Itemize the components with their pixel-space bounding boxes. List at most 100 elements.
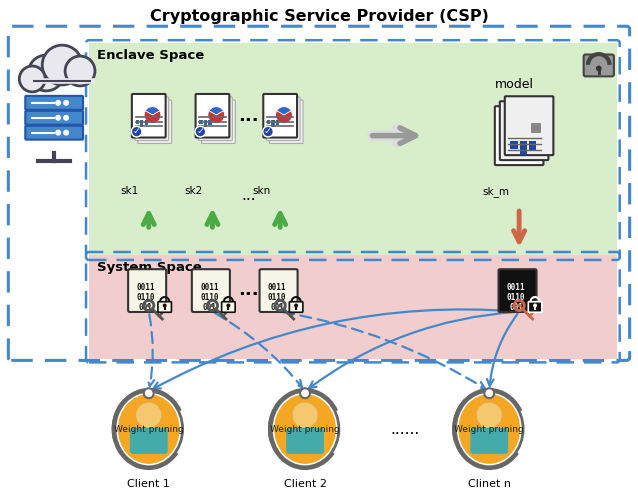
FancyBboxPatch shape — [26, 125, 83, 140]
Circle shape — [278, 303, 282, 307]
Bar — [140, 119, 144, 127]
Text: ...: ... — [238, 107, 258, 125]
Text: System Space: System Space — [97, 261, 202, 274]
FancyBboxPatch shape — [289, 302, 303, 312]
Circle shape — [28, 55, 64, 91]
FancyBboxPatch shape — [158, 302, 172, 312]
Wedge shape — [145, 107, 160, 115]
Text: 0011: 0011 — [137, 283, 155, 292]
FancyBboxPatch shape — [130, 428, 168, 454]
Circle shape — [55, 100, 61, 106]
Bar — [199, 119, 203, 124]
FancyBboxPatch shape — [135, 97, 168, 141]
Circle shape — [294, 303, 298, 307]
Text: Client 2: Client 2 — [283, 479, 327, 489]
Text: sk_m: sk_m — [482, 186, 509, 197]
Bar — [510, 141, 517, 149]
Text: skn: skn — [252, 186, 271, 197]
FancyBboxPatch shape — [128, 269, 166, 312]
Ellipse shape — [456, 391, 523, 467]
Bar — [529, 141, 536, 151]
Circle shape — [42, 45, 82, 85]
Circle shape — [484, 388, 494, 398]
FancyBboxPatch shape — [260, 269, 297, 312]
FancyBboxPatch shape — [202, 100, 235, 144]
Text: ......: ...... — [390, 421, 419, 436]
Ellipse shape — [271, 391, 339, 467]
Text: model: model — [494, 78, 533, 91]
FancyBboxPatch shape — [495, 106, 544, 165]
Wedge shape — [277, 107, 291, 115]
Text: 001: 001 — [202, 303, 216, 312]
Ellipse shape — [274, 394, 336, 464]
Bar — [208, 119, 212, 125]
Bar — [519, 141, 527, 155]
Circle shape — [63, 115, 69, 121]
Wedge shape — [208, 111, 225, 123]
Circle shape — [211, 303, 214, 307]
Text: ✓: ✓ — [133, 127, 140, 136]
Circle shape — [131, 127, 142, 137]
Text: Weight pruning: Weight pruning — [454, 424, 524, 433]
Text: 0110: 0110 — [268, 293, 286, 302]
Circle shape — [19, 66, 45, 92]
Circle shape — [263, 127, 273, 137]
FancyBboxPatch shape — [89, 43, 617, 257]
Wedge shape — [276, 111, 292, 123]
Text: ✓: ✓ — [264, 127, 272, 136]
Circle shape — [533, 303, 537, 307]
Circle shape — [55, 130, 61, 136]
Text: ...: ... — [238, 281, 258, 299]
Bar — [276, 119, 279, 125]
FancyBboxPatch shape — [89, 255, 617, 359]
Bar — [135, 119, 139, 124]
Text: 0011: 0011 — [200, 283, 219, 292]
Ellipse shape — [118, 394, 180, 464]
FancyBboxPatch shape — [8, 26, 630, 360]
Circle shape — [300, 388, 310, 398]
Circle shape — [65, 56, 95, 86]
Circle shape — [195, 127, 205, 137]
FancyBboxPatch shape — [498, 269, 537, 312]
Text: Cryptographic Service Provider (CSP): Cryptographic Service Provider (CSP) — [149, 10, 489, 24]
Bar — [204, 119, 207, 127]
Bar — [145, 119, 148, 125]
Wedge shape — [144, 111, 161, 123]
Text: Weight pruning: Weight pruning — [270, 424, 340, 433]
Ellipse shape — [458, 394, 520, 464]
Text: ...: ... — [241, 188, 256, 203]
Text: Weight pruning: Weight pruning — [114, 424, 184, 433]
Bar — [531, 122, 542, 133]
Text: Clinet n: Clinet n — [468, 479, 511, 489]
Text: Client 1: Client 1 — [128, 479, 170, 489]
Wedge shape — [209, 107, 223, 115]
Circle shape — [517, 303, 521, 307]
FancyBboxPatch shape — [269, 100, 303, 144]
Text: 001: 001 — [138, 303, 152, 312]
FancyBboxPatch shape — [505, 96, 553, 155]
Text: 0110: 0110 — [507, 293, 525, 302]
Text: sk2: sk2 — [184, 186, 202, 197]
Circle shape — [596, 66, 602, 71]
FancyBboxPatch shape — [528, 302, 542, 312]
Circle shape — [477, 402, 502, 428]
FancyBboxPatch shape — [192, 269, 230, 312]
Text: 001: 001 — [270, 303, 284, 312]
FancyBboxPatch shape — [266, 97, 300, 141]
Circle shape — [226, 303, 230, 307]
Ellipse shape — [115, 391, 182, 467]
Bar — [267, 119, 271, 124]
FancyBboxPatch shape — [138, 100, 172, 144]
Text: 0011: 0011 — [507, 283, 525, 292]
Text: 0110: 0110 — [200, 293, 219, 302]
Text: 0011: 0011 — [268, 283, 286, 292]
Text: ✓: ✓ — [197, 127, 204, 136]
Circle shape — [147, 303, 151, 307]
Bar — [271, 119, 275, 127]
FancyBboxPatch shape — [221, 302, 235, 312]
Text: 0110: 0110 — [137, 293, 155, 302]
Text: Enclave Space: Enclave Space — [97, 49, 204, 62]
FancyBboxPatch shape — [286, 428, 324, 454]
Circle shape — [136, 402, 161, 428]
Circle shape — [292, 402, 318, 428]
